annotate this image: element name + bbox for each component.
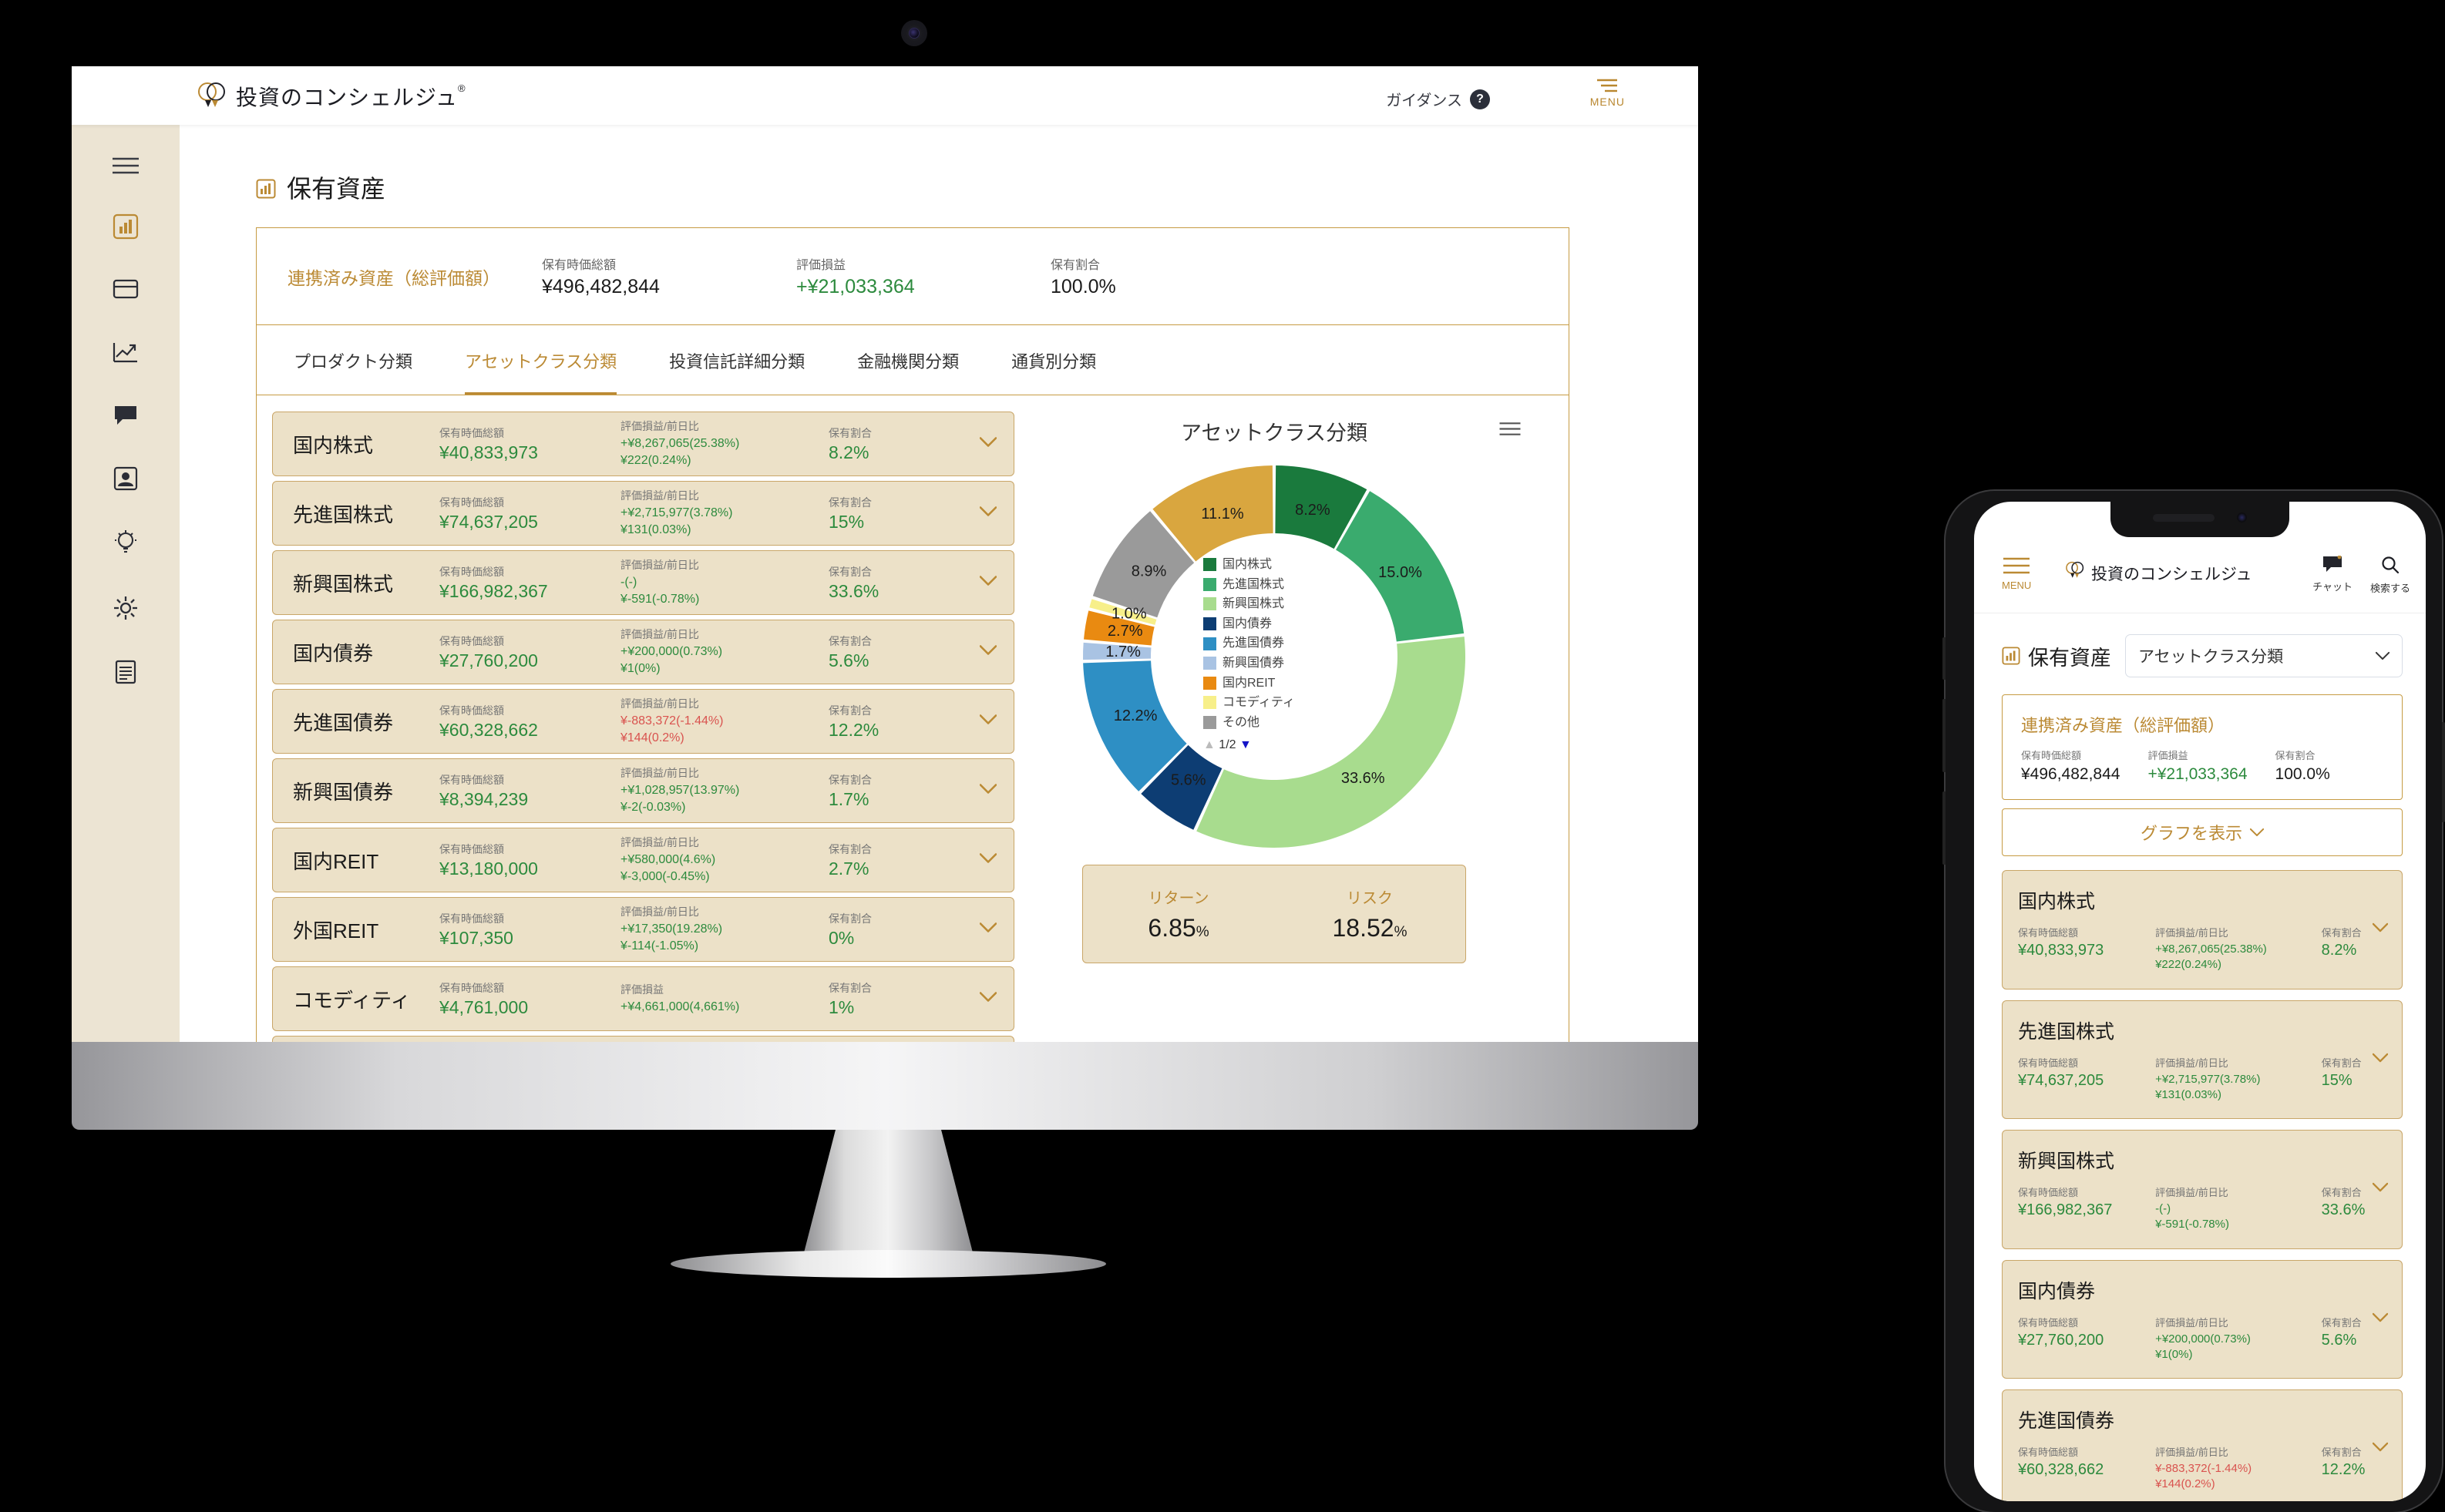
svg-text:11.1%: 11.1% — [1201, 506, 1243, 522]
svg-text:15.0%: 15.0% — [1378, 564, 1422, 581]
svg-text:33.6%: 33.6% — [1341, 770, 1385, 787]
svg-text:12.2%: 12.2% — [1114, 707, 1158, 724]
svg-text:8.9%: 8.9% — [1132, 563, 1167, 580]
svg-text:1.7%: 1.7% — [1105, 643, 1141, 660]
svg-text:2.7%: 2.7% — [1108, 623, 1143, 640]
svg-text:5.6%: 5.6% — [1171, 772, 1206, 789]
svg-text:1.0%: 1.0% — [1112, 606, 1147, 623]
svg-text:8.2%: 8.2% — [1295, 502, 1330, 519]
